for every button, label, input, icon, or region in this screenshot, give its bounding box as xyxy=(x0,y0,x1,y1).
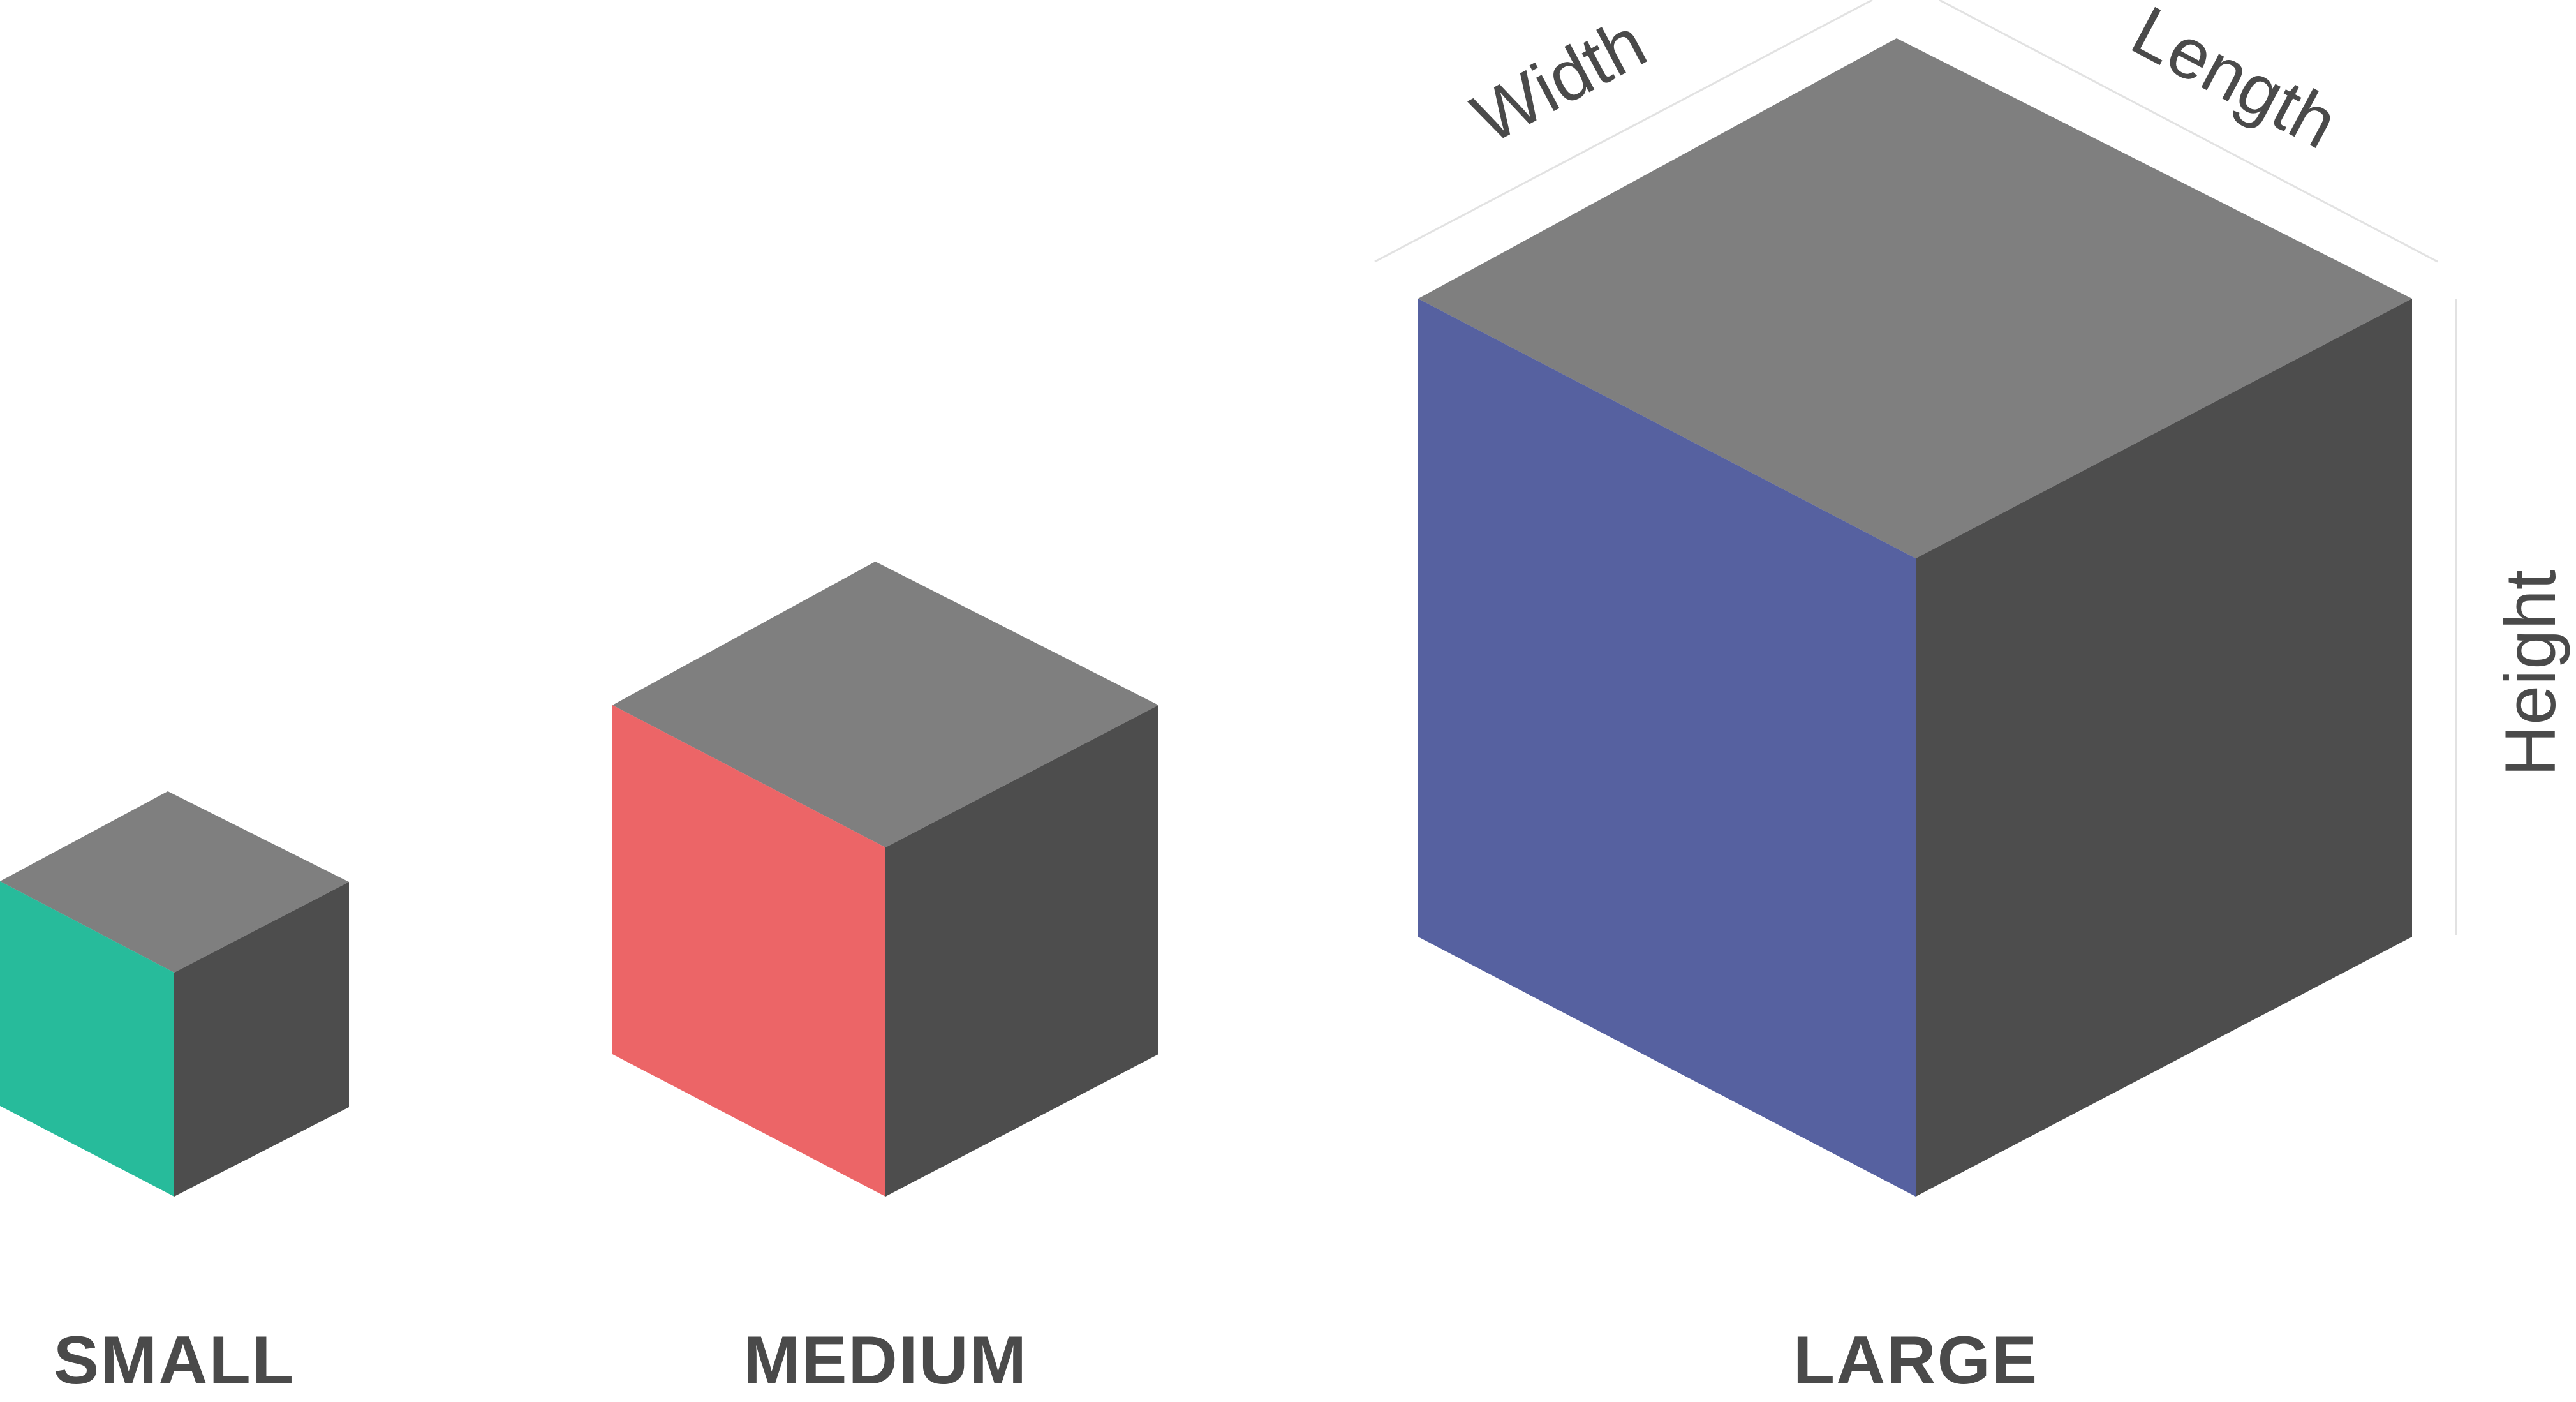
height-label: Height xyxy=(2491,570,2570,777)
medium-cube xyxy=(612,562,1158,1197)
length-label: Length xyxy=(2120,0,2350,164)
width-label: Width xyxy=(1460,3,1658,159)
large-label: LARGE xyxy=(1793,1322,2039,1398)
small-label: SMALL xyxy=(54,1322,295,1398)
small-cube xyxy=(0,791,349,1197)
large-cube xyxy=(1418,38,2412,1197)
medium-label: MEDIUM xyxy=(743,1322,1028,1398)
